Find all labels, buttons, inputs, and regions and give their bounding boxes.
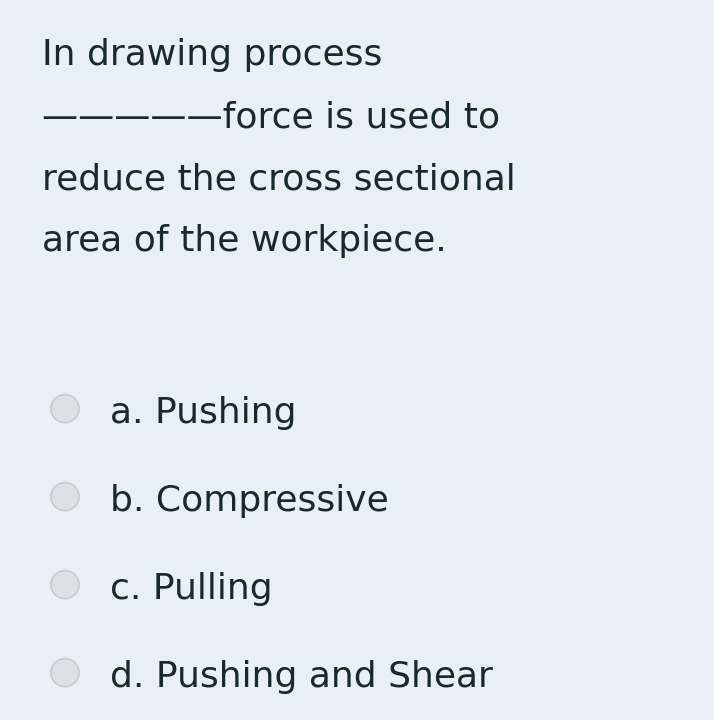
Text: c. Pulling: c. Pulling: [110, 572, 273, 606]
Text: In drawing process: In drawing process: [42, 38, 383, 72]
Text: d. Pushing and Shear: d. Pushing and Shear: [110, 660, 493, 693]
Text: area of the workpiece.: area of the workpiece.: [42, 224, 447, 258]
Circle shape: [51, 659, 79, 687]
Text: b. Compressive: b. Compressive: [110, 484, 388, 518]
Text: —————force is used to: —————force is used to: [42, 100, 500, 134]
Circle shape: [51, 570, 79, 598]
Text: reduce the cross sectional: reduce the cross sectional: [42, 162, 516, 196]
Circle shape: [51, 482, 79, 510]
Text: a. Pushing: a. Pushing: [110, 395, 296, 430]
Circle shape: [51, 395, 79, 423]
